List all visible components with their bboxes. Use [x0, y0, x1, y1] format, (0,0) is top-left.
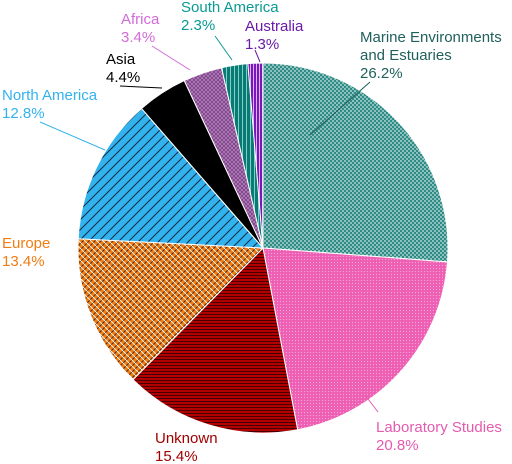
leader-line-laboratory: [364, 394, 379, 413]
slice-marine: [262, 62, 449, 263]
slice-europe: [77, 238, 265, 381]
label-africa: Africa 3.4%: [121, 11, 160, 46]
slice-unknown: [132, 246, 299, 434]
name-label-marine: Marine Environments: [360, 29, 502, 46]
leader-line-asia: [119, 85, 163, 89]
leader-line-south-america: [214, 35, 233, 61]
slice-labels: Marine Environments and Estuaries 26.2% Lab…: [2, 0, 502, 464]
leader-line-africa: [151, 45, 191, 71]
name-label-marine: and Estuaries: [360, 47, 452, 64]
value-label-europe: 13.4%: [2, 253, 45, 270]
leader-line-marine: [309, 81, 371, 136]
value-label-africa: 3.4%: [121, 29, 155, 46]
value-label-north-america: 12.8%: [2, 105, 45, 122]
name-label-europe: Europe: [2, 235, 50, 252]
label-europe: Europe 13.4%: [2, 235, 50, 270]
label-asia: Asia 4.4%: [106, 51, 140, 86]
slice-north-america: [77, 107, 265, 249]
pie-slices: [77, 62, 449, 434]
value-label-laboratory: 20.8%: [376, 437, 419, 454]
label-unknown: Unknown 15.4%: [155, 430, 218, 464]
label-australia: Australia 1.3%: [245, 18, 304, 53]
name-label-south-america: South America: [181, 0, 279, 16]
label-laboratory: Laboratory Studies 20.8%: [376, 419, 502, 454]
name-label-asia: Asia: [106, 51, 136, 68]
label-marine: Marine Environments and Estuaries 26.2%: [360, 29, 502, 82]
name-label-unknown: Unknown: [155, 430, 218, 447]
value-label-asia: 4.4%: [106, 69, 140, 86]
name-label-africa: Africa: [121, 11, 160, 28]
label-north-america: North America 12.8%: [2, 87, 98, 122]
slice-australia: [247, 62, 264, 249]
label-south-america: South America 2.3%: [181, 0, 279, 34]
leader-lines: [39, 35, 379, 413]
value-label-marine: 26.2%: [360, 65, 403, 82]
name-label-australia: Australia: [245, 18, 304, 35]
leader-line-north-america: [39, 121, 106, 151]
value-label-south-america: 2.3%: [181, 17, 215, 34]
name-label-laboratory: Laboratory Studies: [376, 419, 502, 436]
value-label-australia: 1.3%: [245, 36, 279, 53]
name-label-north-america: North America: [2, 87, 98, 104]
value-label-unknown: 15.4%: [155, 448, 198, 464]
leader-line-australia: [254, 49, 261, 63]
slice-laboratory: [262, 247, 449, 431]
